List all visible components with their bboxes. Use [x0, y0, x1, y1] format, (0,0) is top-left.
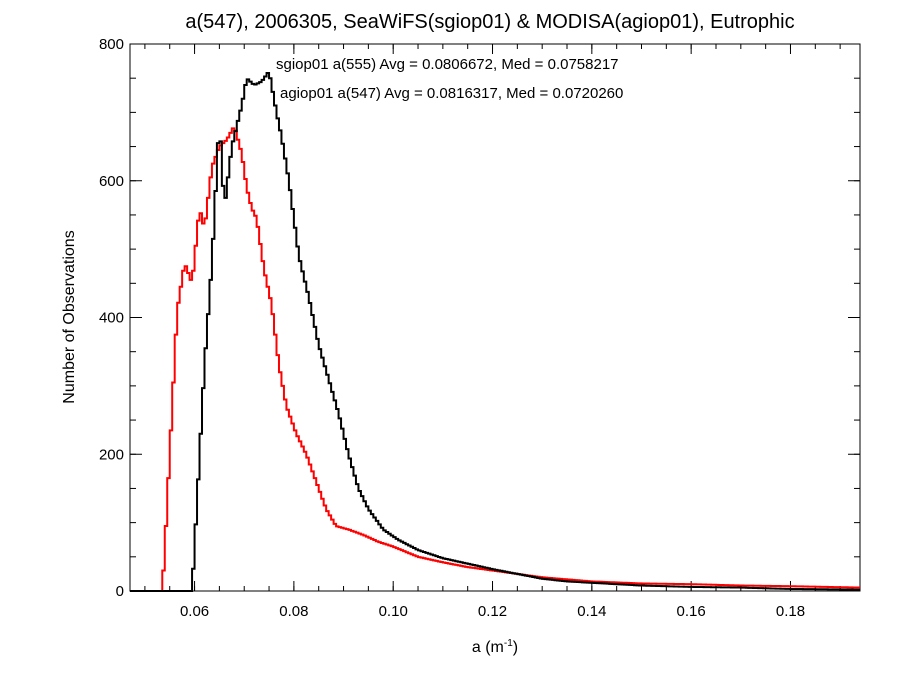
chart-title: a(547), 2006305, SeaWiFS(sgiop01) & MODI…	[185, 11, 794, 33]
series-sgiop01-line	[130, 72, 860, 592]
x-axis-title-sup: -1	[504, 638, 513, 649]
y-axis-title: Number of Observations	[61, 230, 78, 403]
y-axis-ticks: 0 200 400 600 800	[99, 36, 860, 600]
x-tick-label: 0.12	[478, 603, 507, 620]
series-layer	[130, 72, 860, 592]
annotation-agiop01: agiop01 a(547) Avg = 0.0816317, Med = 0.…	[280, 85, 623, 102]
y-tick-label: 600	[99, 173, 124, 190]
series-agiop01-line	[130, 127, 860, 592]
y-tick-label: 200	[99, 446, 124, 463]
x-tick-label: 0.14	[577, 603, 606, 620]
y-tick-label: 400	[99, 310, 124, 327]
plot-frame	[129, 43, 861, 592]
annotation-sgiop01: sgiop01 a(555) Avg = 0.0806672, Med = 0.…	[276, 56, 619, 73]
axes-box	[129, 43, 861, 592]
x-axis-title-main: a (m	[472, 639, 504, 656]
y-tick-label: 0	[116, 583, 124, 600]
x-axis-title-end: )	[513, 639, 518, 656]
x-axis-ticks: 0.06 0.08 0.10 0.12 0.14 0.16 0.18	[144, 44, 841, 620]
x-tick-label: 0.10	[379, 603, 408, 620]
x-tick-label: 0.18	[776, 603, 805, 620]
y-tick-label: 800	[99, 36, 124, 53]
x-tick-label: 0.06	[180, 603, 209, 620]
x-axis-title: a (m-1)	[472, 638, 518, 656]
x-tick-label: 0.16	[677, 603, 706, 620]
x-tick-label: 0.08	[279, 603, 308, 620]
